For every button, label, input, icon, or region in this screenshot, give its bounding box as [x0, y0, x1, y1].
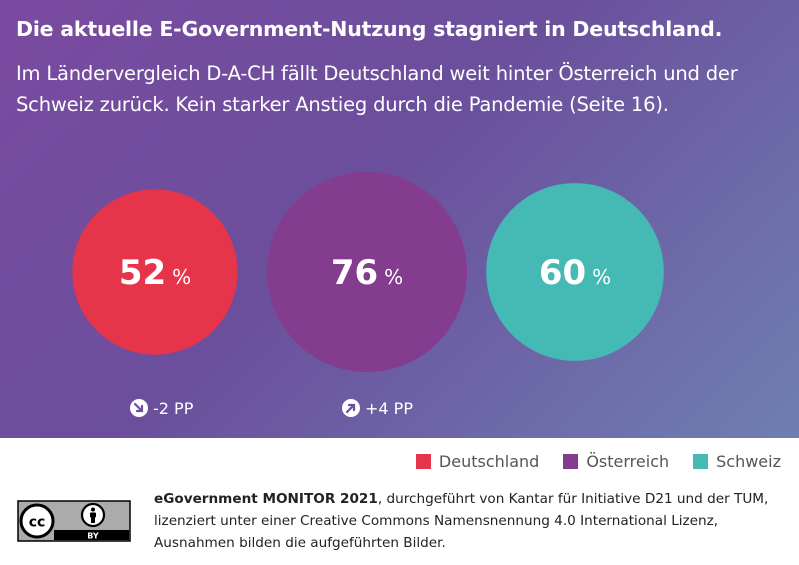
chart-panel: Die aktuelle E-Government-Nutzung stagni… [0, 0, 799, 438]
legend-swatch [415, 453, 431, 469]
bubble-chart: 52 % -2 PP 76 % +4 PP 60% [72, 172, 664, 418]
bubble-deutschland [72, 189, 238, 355]
bubble-schweiz [486, 183, 664, 361]
arrow-glyph [133, 402, 144, 413]
change-indicator-oesterreich: +4 PP [342, 399, 413, 418]
chart-title: Die aktuelle E-Government-Nutzung stagni… [16, 17, 723, 41]
arrow-glyph [345, 403, 356, 414]
by-label: BY [87, 532, 99, 541]
legend-label: Deutschland [438, 451, 540, 471]
legend-label: Schweiz [716, 451, 781, 471]
legend-label: Österreich [586, 451, 670, 471]
cc-label: cc [29, 515, 46, 531]
cc-icon: cc [19, 503, 55, 539]
legend-item-deutschland: Deutschland [415, 451, 540, 471]
cc-by-license-badge: cc BY [17, 500, 131, 542]
bubble-oesterreich [267, 172, 467, 372]
value-label-schweiz: 60% [539, 253, 611, 293]
value-label-oesterreich: 76% [331, 253, 403, 293]
legend-swatch [563, 453, 579, 469]
change-label-deutschland: -2 PP [153, 399, 194, 418]
legend-item-oesterreich: Österreich [563, 452, 669, 471]
legend-item-schweiz: Schweiz [693, 452, 781, 471]
footer-license-text: , durchgeführt von Kantar für Initiative… [154, 491, 769, 551]
footer-attribution: eGovernment MONITOR 2021, durchgeführt v… [154, 488, 794, 554]
value-label-deutschland: 52% [119, 253, 191, 293]
person-attribution-icon [80, 502, 106, 528]
chart-legend: Deutschland Österreich Schweiz [415, 449, 781, 473]
change-label-oesterreich: +4 PP [365, 399, 413, 418]
chart-subtitle: Im Ländervergleich D-A-CH fällt Deutschl… [16, 62, 738, 116]
footer-brand: eGovernment MONITOR 2021 [154, 491, 378, 507]
legend-swatch [693, 453, 709, 469]
change-indicator-deutschland: -2 PP [130, 399, 194, 418]
